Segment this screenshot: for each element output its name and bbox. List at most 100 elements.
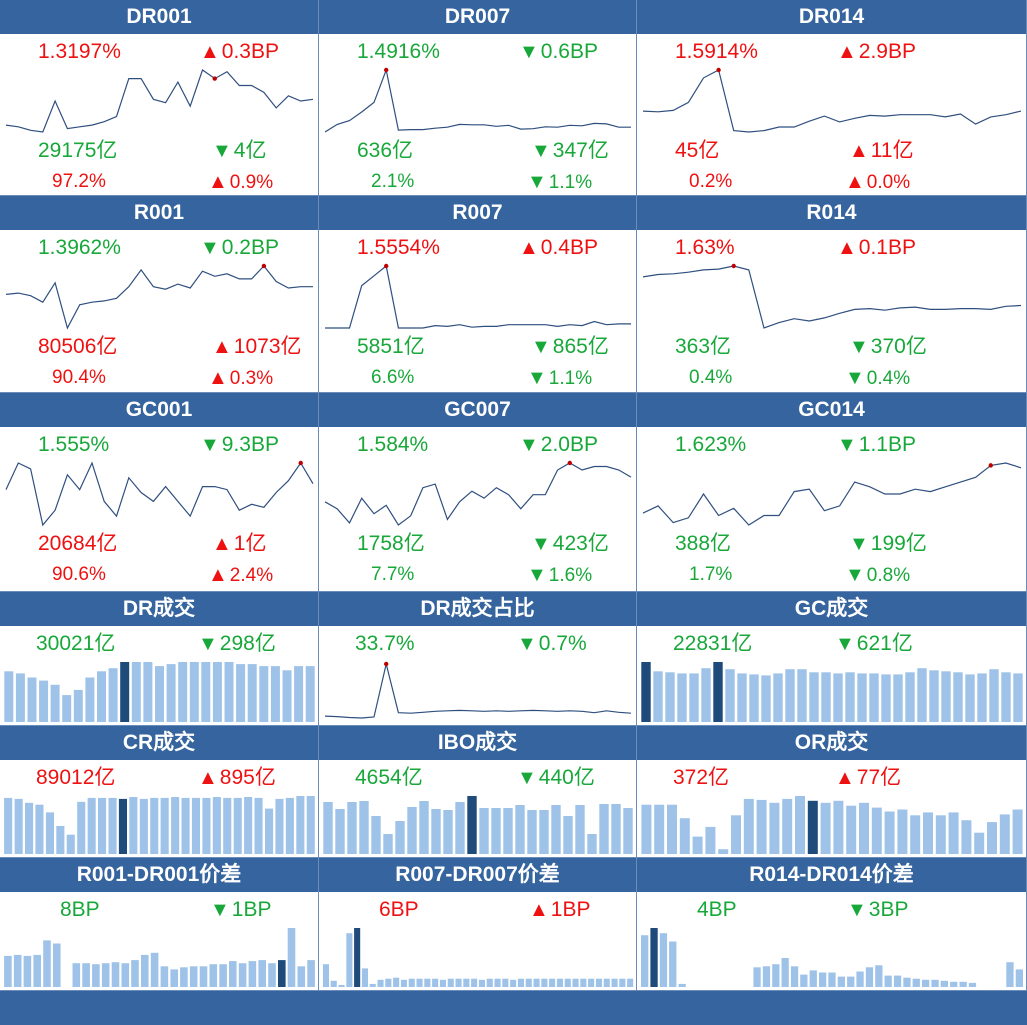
vol-5-bar bbox=[667, 804, 677, 854]
vol-0-bar bbox=[236, 664, 246, 722]
vol-4-bar bbox=[467, 796, 477, 854]
spread-2-bar bbox=[968, 982, 977, 987]
gc001-rate-change: ▼9.3BP bbox=[200, 433, 279, 457]
vol-2-bar bbox=[641, 662, 651, 722]
gc014-series-line bbox=[642, 462, 1022, 526]
dr001-share-change-text: 0.9% bbox=[229, 172, 274, 193]
dr014-peak-marker bbox=[716, 67, 721, 73]
r001-share-change-text: 0.3% bbox=[229, 368, 274, 389]
spread-0-bar-chart bbox=[4, 928, 315, 987]
gc007-series-line bbox=[324, 462, 632, 526]
vol-1-peak-marker bbox=[384, 661, 389, 667]
gc007-share-change-arrow-icon: ▼ bbox=[527, 564, 547, 586]
spread-1-bar bbox=[564, 978, 571, 987]
vol-2-bar bbox=[941, 671, 951, 722]
dr014-volume-change-arrow-icon: ▲ bbox=[849, 140, 869, 162]
spread-0-bar bbox=[111, 962, 120, 987]
spread-1-change-text: 1BP bbox=[550, 898, 591, 921]
vol-0-change-arrow-icon: ▼ bbox=[198, 633, 218, 655]
spread-0-bar bbox=[33, 954, 41, 987]
spread-2-bar bbox=[1006, 962, 1014, 987]
vol-0-bar bbox=[143, 662, 153, 722]
vol-5-bar bbox=[987, 822, 997, 854]
r007-share-change: ▼ 1.1% bbox=[527, 366, 592, 391]
vol-4-bar bbox=[419, 801, 429, 854]
vol-4-bar bbox=[479, 808, 489, 854]
spread-2-bar bbox=[959, 981, 967, 987]
spread-2-bar bbox=[819, 972, 827, 987]
vol-4-bar bbox=[347, 802, 357, 854]
vol-0-bar bbox=[120, 662, 130, 722]
footer-bar bbox=[0, 991, 1027, 1025]
vol-0-change-text: 298亿 bbox=[219, 632, 276, 655]
vol-3-bar bbox=[108, 797, 117, 854]
vol-0-bar bbox=[305, 666, 315, 722]
vol-0-bar bbox=[108, 668, 118, 722]
spread-0-bar bbox=[248, 961, 257, 987]
r014-peak-marker bbox=[731, 263, 736, 269]
spread-0-bar bbox=[13, 954, 22, 987]
r001-rate: 1.3962% bbox=[38, 236, 121, 259]
vol-0-bar bbox=[27, 677, 37, 722]
vol-3-bar bbox=[306, 796, 315, 854]
dr014-series-line bbox=[642, 69, 1022, 133]
gc001-share-change-text: 2.4% bbox=[229, 565, 274, 586]
spread-2-bar bbox=[669, 941, 677, 987]
r014-share-change-arrow-icon: ▼ bbox=[845, 367, 865, 389]
r001-peak-marker bbox=[261, 263, 267, 269]
dr014-volume-change: ▲11亿 bbox=[849, 139, 914, 163]
r001-volume-change: ▲1073亿 bbox=[212, 335, 302, 359]
spread-0-bar bbox=[219, 964, 227, 987]
dr001-rate-change-arrow-icon: ▲ bbox=[200, 41, 220, 63]
vol-5-bar bbox=[692, 836, 703, 854]
spread-1-bar bbox=[455, 978, 462, 987]
spread-0-bar bbox=[131, 960, 139, 987]
vol-1-sparkline bbox=[324, 661, 632, 719]
r014-share: 0.4% bbox=[689, 367, 733, 388]
spread-2-bar bbox=[828, 972, 836, 987]
vol-2-bar bbox=[653, 671, 663, 722]
gc014-sparkline bbox=[642, 462, 1022, 526]
vol-3-bar-chart bbox=[4, 796, 315, 854]
vol-2-change: ▼621亿 bbox=[835, 632, 913, 656]
vol-4-bar-chart bbox=[323, 796, 633, 854]
vol-5-bar bbox=[756, 799, 767, 854]
vol-3-bar bbox=[254, 797, 263, 854]
vol-3-change-arrow-icon: ▲ bbox=[198, 767, 218, 789]
vol-4-bar bbox=[455, 802, 465, 854]
spread-2-panel: R014-DR014价差 4BP ▼3BP bbox=[637, 858, 1027, 991]
spread-2-bar bbox=[856, 971, 864, 987]
spread-2-bar bbox=[950, 981, 958, 987]
vol-5-change-text: 77亿 bbox=[856, 766, 902, 789]
spread-0-bar bbox=[82, 963, 90, 987]
spread-1-bar bbox=[377, 979, 384, 987]
gc007-rate: 1.584% bbox=[357, 433, 429, 456]
dr001-volume-change-arrow-icon: ▼ bbox=[212, 140, 232, 162]
vol-0-bar bbox=[155, 666, 164, 722]
vol-0-bar bbox=[166, 664, 176, 722]
dr007-panel: DR007 1.4916% ▼0.6BP 636亿 ▼347亿 2.1% ▼ 1.1% bbox=[319, 0, 637, 196]
vol-2-bar bbox=[761, 675, 771, 722]
vol-0-panel: DR成交 30021亿 ▼298亿 bbox=[0, 592, 319, 726]
spread-2-bar bbox=[847, 976, 855, 987]
vol-2-bar bbox=[797, 669, 807, 722]
vol-2-bar bbox=[881, 674, 891, 722]
vol-3-bar bbox=[56, 826, 65, 854]
spread-1-bar bbox=[330, 980, 337, 987]
vol-3-bar bbox=[129, 797, 138, 854]
gc001-sparkline bbox=[5, 460, 314, 527]
vol-0-bar bbox=[73, 689, 83, 722]
gc014-rate-change: ▼1.1BP bbox=[837, 433, 916, 457]
vol-0-bar bbox=[97, 671, 106, 722]
spread-1-bar bbox=[486, 978, 493, 987]
vol-5-bar bbox=[859, 802, 869, 854]
spread-0-value: 8BP bbox=[60, 898, 100, 921]
spread-2-bar bbox=[1015, 969, 1023, 987]
dr001-share-change-arrow-icon: ▲ bbox=[208, 171, 228, 193]
spread-2-bar bbox=[772, 964, 780, 987]
spread-0-bar bbox=[43, 940, 51, 987]
dr007-peak-marker bbox=[384, 67, 389, 73]
vol-3-bar bbox=[118, 798, 127, 854]
spread-1-bar bbox=[471, 978, 478, 987]
dr007-volume-change-arrow-icon: ▼ bbox=[531, 140, 551, 162]
